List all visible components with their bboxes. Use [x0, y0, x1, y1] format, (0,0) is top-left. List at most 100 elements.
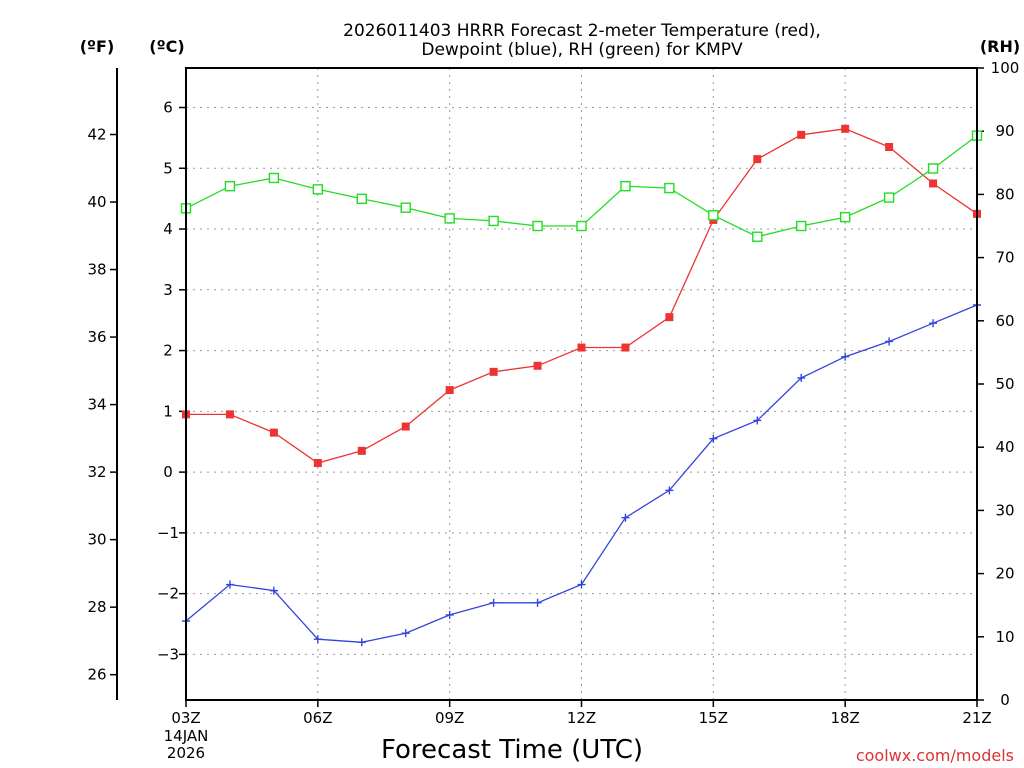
- dewpoint-data-point: [357, 638, 366, 647]
- rh-tick-label: 100: [991, 59, 1020, 77]
- dewpoint-data-point: [753, 416, 762, 425]
- temperature-data-point: [885, 143, 894, 151]
- temperature-data-point: [533, 361, 542, 370]
- dewpoint-data-point: [841, 352, 850, 361]
- rh-data-point: [356, 193, 367, 205]
- rh-tick-label: 90: [995, 122, 1014, 140]
- fahrenheit-tick-label: 34: [87, 396, 106, 414]
- dewpoint-data-point: [489, 598, 498, 607]
- celsius-axis-unit: (ºC): [149, 37, 184, 56]
- celsius-tick-label: −1: [157, 524, 179, 542]
- rh-data-point: [883, 192, 895, 203]
- rh-tick-label: 30: [995, 501, 1014, 519]
- rh-tick-label: 60: [995, 312, 1014, 330]
- axes: [110, 67, 984, 707]
- rh-tick-label: 50: [995, 375, 1014, 393]
- dewpoint-data-point: [401, 629, 410, 638]
- temperature-data-point: [621, 343, 630, 352]
- x-axis-label: Forecast Time (UTC): [381, 735, 643, 765]
- fahrenheit-tick-label: 40: [87, 193, 106, 211]
- dewpoint-data-point: [445, 610, 454, 619]
- dewpoint-data-point: [797, 373, 806, 382]
- rh-data-point: [839, 211, 851, 223]
- credit-text: coolwx.com/models: [856, 746, 1014, 765]
- temperature-data-point: [577, 343, 586, 352]
- rh-data-point: [708, 210, 719, 221]
- celsius-tick-label: 2: [163, 342, 173, 360]
- dewpoint-data-point: [225, 580, 234, 589]
- temperature-data-point: [357, 446, 366, 455]
- rh-tick-label: 10: [995, 628, 1014, 646]
- rh-axis-unit: (RH): [980, 37, 1020, 56]
- rh-data-point: [620, 180, 631, 192]
- x-tick-label: 09Z: [435, 709, 464, 727]
- fahrenheit-tick-label: 32: [87, 463, 106, 481]
- date-label-day: 14JAN: [164, 727, 209, 745]
- dewpoint-data-point: [885, 337, 894, 346]
- rh-tick-label: 20: [995, 565, 1014, 583]
- temperature-data-point: [401, 422, 410, 431]
- temperature-data-point: [225, 410, 234, 419]
- x-tick-label: 21Z: [962, 709, 991, 727]
- celsius-tick-label: 1: [163, 402, 173, 420]
- celsius-tick-label: 0: [163, 463, 173, 481]
- rh-data-point: [752, 231, 763, 242]
- rh-data-point: [576, 220, 587, 232]
- x-tick-label: 06Z: [303, 709, 332, 727]
- fahrenheit-tick-label: 38: [87, 261, 106, 279]
- dewpoint-data-point: [269, 586, 278, 595]
- fahrenheit-tick-label: 26: [87, 666, 106, 684]
- celsius-tick-label: 4: [163, 220, 173, 238]
- x-tick-label: 18Z: [830, 709, 859, 727]
- dewpoint-data-point: [577, 580, 586, 589]
- rh-data-point: [664, 182, 675, 194]
- celsius-tick-label: −3: [157, 645, 179, 663]
- rh-data-point: [400, 202, 411, 213]
- dewpoint-data-point: [533, 598, 542, 607]
- dewpoint-data-point: [929, 319, 938, 328]
- chart-title-line2: Dewpoint (blue), RH (green) for KMPV: [421, 40, 743, 60]
- rh-data-point: [312, 184, 324, 195]
- fahrenheit-tick-label: 42: [87, 126, 106, 144]
- celsius-tick-label: 6: [163, 99, 173, 117]
- rh-data-point: [268, 172, 280, 184]
- temperature-data-point: [753, 155, 762, 164]
- rh-data-point: [532, 220, 543, 232]
- data-series: [180, 124, 983, 647]
- dewpoint-data-point: [665, 486, 674, 495]
- rh-tick-label: 80: [995, 185, 1014, 203]
- fahrenheit-tick-label: 28: [87, 598, 106, 616]
- dewpoint-data-point: [313, 635, 322, 644]
- fahrenheit-tick-label: 36: [87, 328, 106, 346]
- date-label-year: 2026: [167, 744, 205, 762]
- x-tick-label: 12Z: [567, 709, 596, 727]
- chart-title-line1: 2026011403 HRRR Forecast 2-meter Tempera…: [343, 21, 821, 41]
- rh-tick-label: 0: [1000, 691, 1010, 709]
- rh-data-point: [796, 220, 807, 232]
- temperature-data-point: [269, 428, 278, 437]
- celsius-tick-label: 3: [163, 281, 173, 299]
- fahrenheit-tick-label: 30: [87, 531, 106, 549]
- temperature-data-point: [313, 459, 322, 467]
- temperature-data-point: [445, 386, 454, 395]
- plot-frame: [185, 67, 978, 701]
- temperature-data-point: [489, 367, 498, 376]
- x-tick-label: 03Z: [171, 709, 200, 727]
- temperature-data-point: [797, 130, 806, 139]
- temperature-data-point: [929, 179, 938, 188]
- temperature-data-point: [665, 313, 674, 322]
- x-tick-label: 15Z: [699, 709, 728, 727]
- rh-data-point: [488, 215, 499, 227]
- rh-data-point: [927, 163, 939, 174]
- tick-labels: 262830323436384042−3−2−10123456010203040…: [87, 59, 1019, 727]
- dewpoint-data-point: [709, 434, 718, 443]
- rh-tick-label: 70: [995, 249, 1014, 267]
- temperature-data-point: [841, 124, 850, 133]
- rh-tick-label: 40: [995, 438, 1014, 456]
- grid-lines: [186, 68, 977, 700]
- dewpoint-data-point: [621, 513, 630, 522]
- rh-data-point: [444, 213, 455, 224]
- celsius-tick-label: −2: [157, 585, 179, 603]
- celsius-tick-label: 5: [163, 159, 173, 177]
